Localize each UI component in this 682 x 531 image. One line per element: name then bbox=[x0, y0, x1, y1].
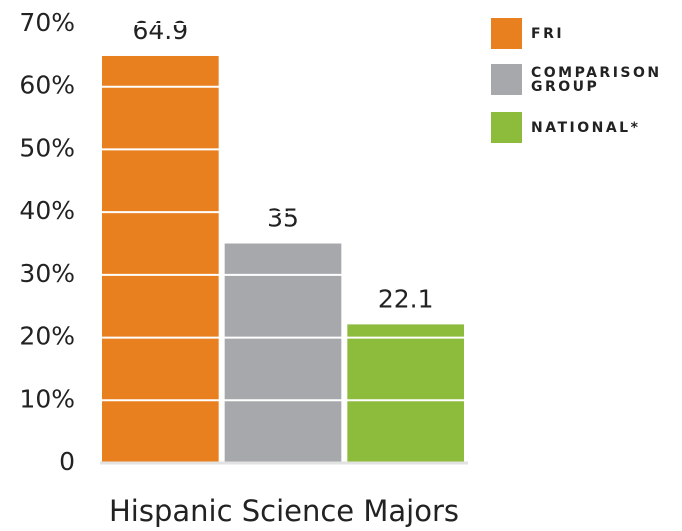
legend-swatch bbox=[491, 18, 522, 49]
legend-label: FRI bbox=[531, 25, 565, 42]
y-tick-label: 40% bbox=[19, 196, 75, 225]
legend-swatch bbox=[491, 112, 522, 143]
y-tick-label: 20% bbox=[19, 322, 75, 351]
y-tick-label: 0 bbox=[59, 447, 75, 476]
value-label: 64.9 bbox=[132, 16, 188, 45]
y-tick-label: 10% bbox=[19, 384, 75, 413]
legend-label: COMPARISON GROUP bbox=[531, 64, 662, 95]
legend-swatch bbox=[491, 64, 522, 95]
bar bbox=[224, 243, 342, 463]
bar bbox=[102, 55, 219, 464]
y-tick-label: 60% bbox=[19, 71, 75, 100]
value-label: 22.1 bbox=[378, 284, 434, 313]
value-label: 35 bbox=[267, 204, 299, 233]
y-tick-label: 30% bbox=[19, 259, 75, 288]
bar bbox=[347, 324, 464, 463]
y-tick-label: 50% bbox=[19, 133, 75, 162]
legend-label: NATIONAL* bbox=[531, 119, 641, 136]
x-tick-label: Hispanic Science Majors bbox=[109, 494, 459, 528]
y-tick-label: 70% bbox=[19, 8, 75, 37]
